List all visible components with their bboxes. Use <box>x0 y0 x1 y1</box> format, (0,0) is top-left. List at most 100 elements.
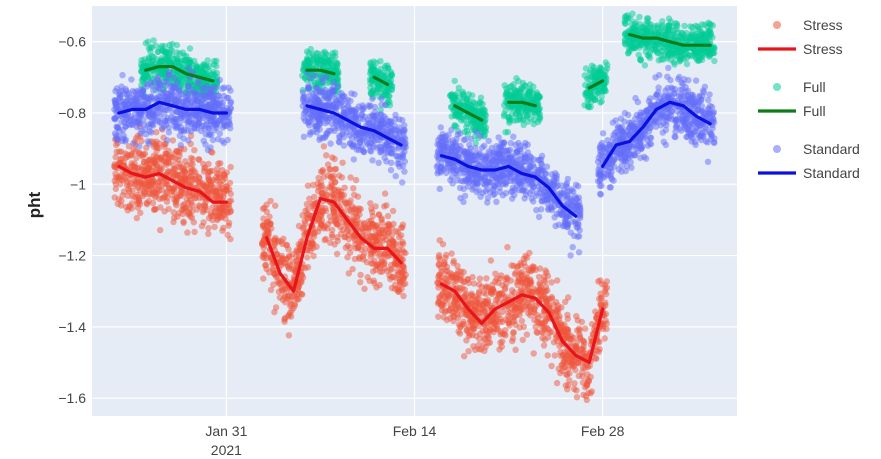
scatter-point <box>350 212 358 220</box>
scatter-point <box>536 265 544 272</box>
scatter-point <box>553 379 561 387</box>
scatter-point <box>322 50 329 57</box>
scatter-point <box>700 33 707 40</box>
scatter-point <box>299 212 306 219</box>
scatter-point <box>504 275 511 282</box>
scatter-point <box>542 297 550 304</box>
scatter-point <box>636 21 644 28</box>
scatter-point <box>681 46 688 53</box>
scatter-point <box>400 292 407 300</box>
scatter-point <box>389 238 396 245</box>
scatter-point <box>120 188 128 195</box>
scatter-point <box>282 299 289 306</box>
scatter-point <box>156 155 164 162</box>
scatter-point <box>348 142 356 149</box>
scatter-point <box>523 277 531 284</box>
scatter-point <box>140 151 147 158</box>
scatter-point <box>169 40 176 48</box>
scatter-point <box>477 100 484 107</box>
scatter-point <box>562 335 570 342</box>
scatter-point <box>442 297 449 305</box>
scatter-point <box>195 173 203 181</box>
scatter-point <box>158 57 165 64</box>
scatter-point <box>508 292 515 299</box>
scatter-point <box>483 290 490 297</box>
scatter-point <box>344 203 351 210</box>
scatter-point <box>329 154 336 161</box>
scatter-point <box>309 181 317 189</box>
scatter-point <box>396 234 403 241</box>
scatter-point <box>171 74 178 82</box>
scatter-point <box>341 184 348 191</box>
scatter-point <box>227 190 234 198</box>
scatter-point <box>530 120 537 128</box>
scatter-point <box>513 75 520 82</box>
scatter-point <box>214 165 221 172</box>
scatter-point <box>580 391 587 399</box>
scatter-point <box>487 257 495 264</box>
scatter-point <box>220 106 227 113</box>
scatter-point <box>333 70 341 77</box>
scatter-point <box>367 233 375 240</box>
scatter-point <box>496 346 503 353</box>
scatter-point <box>177 188 185 196</box>
scatter-point <box>315 217 322 224</box>
scatter-point <box>118 155 125 162</box>
scatter-point <box>704 28 712 35</box>
scatter-point <box>165 59 172 66</box>
scatter-point <box>129 87 136 95</box>
scatter-point <box>195 202 203 209</box>
scatter-point <box>278 261 285 269</box>
scatter-point <box>379 219 386 227</box>
scatter-point <box>300 114 307 122</box>
scatter-point <box>491 320 498 328</box>
scatter-point <box>143 83 150 90</box>
scatter-point <box>116 148 123 155</box>
scatter-point <box>128 152 135 159</box>
scatter-point <box>485 339 492 346</box>
scatter-point <box>646 49 653 57</box>
scatter-point <box>390 244 397 251</box>
scatter-point <box>335 195 342 203</box>
scatter-point <box>460 90 467 98</box>
scatter-point <box>200 206 207 214</box>
scatter-point <box>592 354 599 362</box>
scatter-point <box>370 277 377 284</box>
scatter-point <box>481 347 488 355</box>
scatter-point <box>342 244 349 251</box>
scatter-point <box>330 83 337 90</box>
scatter-point <box>211 223 218 231</box>
scatter-point <box>564 315 571 322</box>
scatter-point <box>399 238 406 246</box>
scatter-point <box>465 348 472 355</box>
scatter-point <box>300 133 308 140</box>
scatter-point <box>339 123 346 130</box>
scatter-point <box>216 117 223 124</box>
scatter-point <box>602 317 609 324</box>
scatter-point <box>379 237 386 245</box>
scatter-point <box>368 208 376 216</box>
scatter-point <box>446 293 453 300</box>
scatter-point <box>271 270 278 278</box>
scatter-point <box>367 59 374 66</box>
scatter-point <box>140 63 147 71</box>
scatter-point <box>384 212 392 220</box>
scatter-point <box>189 91 196 98</box>
scatter-point <box>112 153 119 161</box>
scatter-point <box>217 160 224 167</box>
scatter-point <box>136 143 143 150</box>
scatter-point <box>285 332 293 339</box>
scatter-point <box>168 87 175 95</box>
scatter-point <box>165 124 173 131</box>
scatter-point <box>357 279 364 286</box>
scatter-point <box>307 129 314 136</box>
scatter-point <box>443 267 451 275</box>
scatter-point <box>455 267 462 275</box>
scatter-point <box>205 230 212 237</box>
scatter-point <box>694 23 702 30</box>
scatter-point <box>565 382 572 389</box>
scatter-point <box>161 49 168 56</box>
scatter-point <box>538 312 546 319</box>
scatter-point <box>436 293 443 300</box>
